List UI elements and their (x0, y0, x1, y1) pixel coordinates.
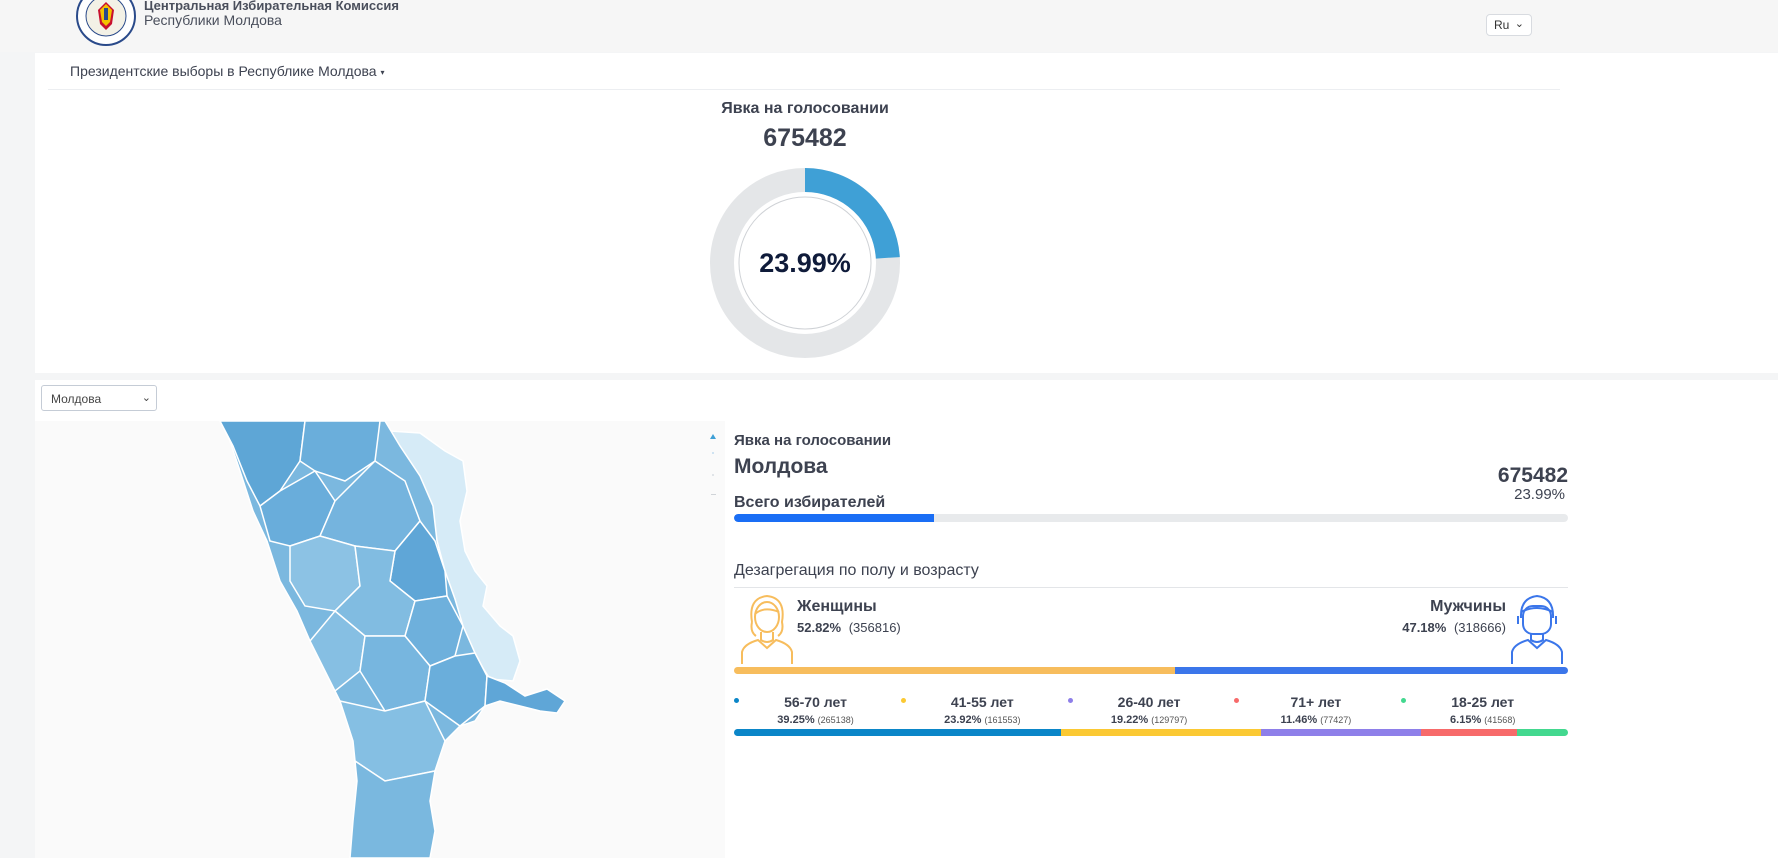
region-turnout-percent: 23.99% (1514, 486, 1565, 503)
age-group-count: (77427) (1320, 715, 1352, 725)
region-turnout-title: Явка на голосовании (734, 432, 892, 449)
turnout-panel (35, 53, 1778, 373)
map-region-south[interactable] (349, 759, 436, 858)
age-group-count: (161553) (984, 715, 1021, 725)
map-zoom-control[interactable] (709, 434, 717, 498)
map-region-causeni[interactable] (484, 674, 567, 714)
map-region-north-east[interactable] (299, 421, 381, 482)
cec-logo (76, 0, 136, 46)
chevron-down-icon: ⌄ (141, 392, 151, 404)
women-count: (356816) (848, 620, 901, 635)
caret-down-icon: ▾ (380, 67, 385, 77)
age-group-stats: 23.92% (161553) (901, 714, 1064, 726)
region-select[interactable]: Молдова ⌄ (41, 385, 157, 411)
age-color-dot (1067, 698, 1073, 703)
men-label: Мужчины (1430, 598, 1506, 615)
turnout-donut-chart (710, 168, 900, 358)
gender-bar-men (1174, 667, 1568, 674)
region-select-value: Молдова (51, 392, 102, 406)
age-bar-segment (734, 729, 1062, 736)
age-group-label: 26-40 лет (1117, 694, 1181, 710)
turnout-value: 675482 (763, 124, 847, 152)
age-group-count: (129797) (1151, 715, 1188, 725)
woman-icon (741, 594, 793, 664)
donut-turnout-arc (710, 168, 900, 358)
donut-inner (738, 196, 872, 330)
region-turnout-value: 675482 (1497, 464, 1568, 487)
age-group-percent: 19.22% (1110, 714, 1149, 726)
age-group-label: 56-70 лет (784, 694, 847, 710)
moldova-map[interactable] (35, 421, 725, 858)
voters-progress-fill (734, 514, 935, 522)
turnout-title: Явка на голосовании (721, 100, 889, 117)
men-stats: 47.18% (318666) (1380, 620, 1506, 635)
age-group-stats: 39.25% (265138) (734, 714, 897, 726)
age-group-percent: 6.15% (1450, 714, 1482, 726)
age-color-dot (1401, 698, 1407, 703)
age-group-stats: 11.46% (77427) (1234, 714, 1397, 726)
age-group-label: 41-55 лет (950, 694, 1014, 710)
age-group-label: 18-25 лет (1451, 694, 1515, 710)
total-voters-label: Всего избирателей (734, 494, 886, 511)
divider (734, 587, 1568, 588)
age-group-stats: 6.15% (41568) (1401, 714, 1564, 726)
language-value: Ru (1494, 18, 1510, 32)
page-header (0, 0, 1778, 52)
age-group-percent: 39.25% (777, 714, 815, 726)
chevron-down-icon: ⌄ (1514, 18, 1524, 30)
election-dropdown[interactable]: Президентские выборы в Республике Молдов… (70, 63, 384, 79)
disaggregation-title: Дезагрегация по полу и возрасту (734, 562, 979, 579)
age-group-count: (265138) (817, 715, 854, 725)
women-stats: 52.82% (356816) (797, 620, 901, 635)
men-count: (318666) (1453, 620, 1506, 635)
voters-progress-bar (734, 514, 1568, 522)
election-title: Президентские выборы в Республике Молдов… (70, 63, 377, 79)
men-percent: 47.18% (1402, 620, 1447, 635)
age-color-dot (900, 698, 906, 703)
age-bar-segment (1421, 729, 1517, 736)
women-label: Женщины (797, 598, 877, 615)
age-group-count: (41568) (1484, 715, 1516, 725)
age-bar-segment (1061, 729, 1261, 736)
man-icon (1511, 594, 1563, 664)
age-bar-segment (1260, 729, 1422, 736)
language-select[interactable]: Ru ⌄ (1486, 14, 1532, 36)
age-color-dot (1234, 698, 1240, 703)
gender-bar-women (734, 667, 1175, 674)
age-group-stats: 19.22% (129797) (1068, 714, 1231, 726)
age-group-percent: 11.46% (1280, 714, 1318, 726)
org-name-line1: Центральная Избирательная Комиссия (144, 0, 399, 13)
age-split-bar (734, 729, 1568, 736)
age-color-dot (734, 698, 739, 703)
age-bar-segment (1516, 729, 1568, 736)
age-group-percent: 23.92% (944, 714, 982, 726)
org-name-line2: Республики Молдова (144, 12, 282, 28)
turnout-percent: 23.99% (759, 248, 851, 278)
gender-split-bar (734, 667, 1568, 674)
divider (48, 89, 1560, 90)
region-name: Молдова (734, 455, 828, 478)
age-group-label: 71+ лет (1290, 694, 1342, 710)
women-percent: 52.82% (797, 620, 842, 635)
